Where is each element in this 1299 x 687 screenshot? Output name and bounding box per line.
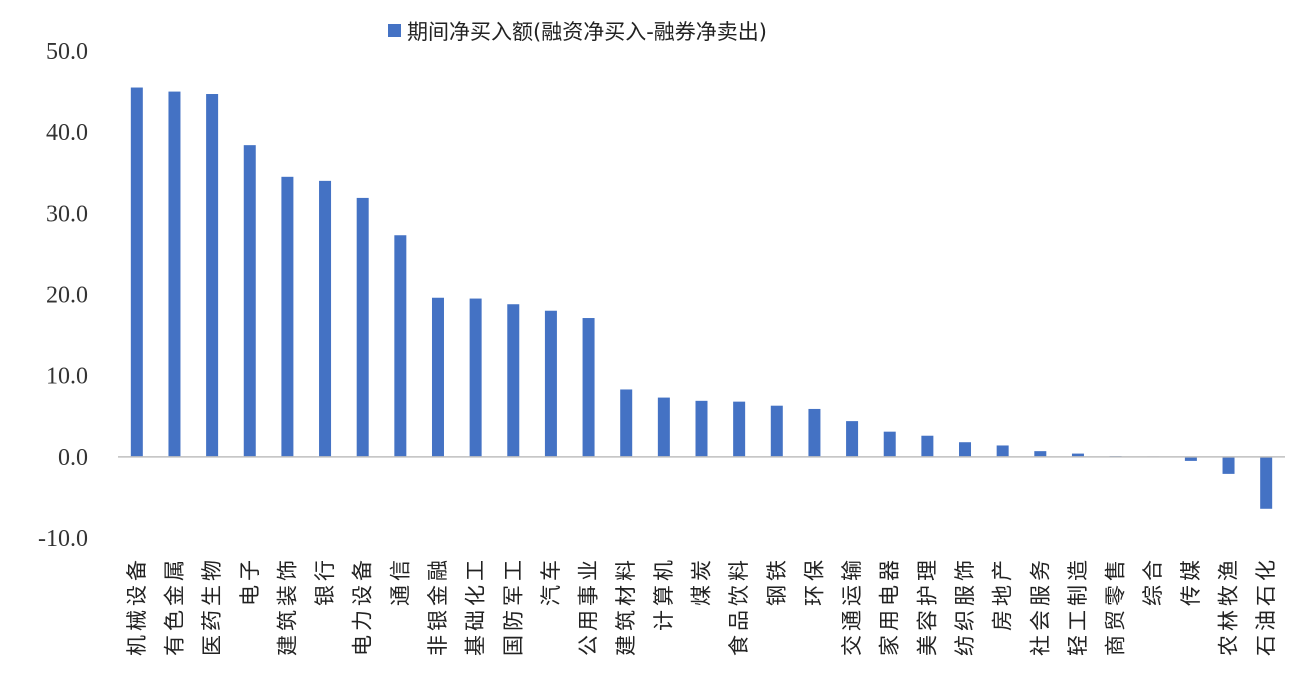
x-tick-label: 交通运输 bbox=[840, 556, 864, 656]
x-tick-label: 电力设备 bbox=[351, 556, 375, 656]
x-tick-label: 农林牧渔 bbox=[1217, 556, 1241, 656]
bars bbox=[130, 87, 1273, 509]
bar bbox=[996, 445, 1009, 457]
x-tick-label: 传媒 bbox=[1179, 556, 1203, 606]
legend-label: 期间净买入额(融资净买入-融券净卖出) bbox=[407, 20, 767, 44]
y-tick-label: -10.0 bbox=[38, 526, 88, 552]
x-tick-label: 美容护理 bbox=[915, 556, 939, 656]
y-tick-label: 50.0 bbox=[46, 39, 88, 65]
x-tick-label: 建筑材料 bbox=[614, 556, 638, 656]
bar bbox=[130, 87, 143, 457]
bar bbox=[243, 145, 256, 457]
x-tick-label: 房地产 bbox=[991, 556, 1015, 631]
bar bbox=[1184, 456, 1197, 461]
y-axis: 50.0 40.0 30.0 20.0 10.0 0.0 -10.0 bbox=[38, 39, 88, 552]
bar bbox=[846, 421, 859, 457]
bar bbox=[733, 401, 746, 457]
x-tick-label: 纺织服饰 bbox=[953, 556, 977, 656]
bar bbox=[394, 235, 407, 457]
x-tick-label: 石油石化 bbox=[1254, 556, 1278, 656]
x-tick-label: 环保 bbox=[802, 556, 826, 606]
bar bbox=[620, 389, 633, 457]
bar bbox=[695, 400, 708, 457]
x-tick-label: 轻工制造 bbox=[1066, 556, 1090, 656]
bar bbox=[356, 197, 369, 457]
x-tick-label: 社会服务 bbox=[1028, 556, 1052, 656]
bar bbox=[1034, 451, 1047, 457]
bar bbox=[281, 176, 294, 457]
x-tick-label: 食品饮料 bbox=[727, 556, 751, 656]
legend: 期间净买入额(融资净买入-融券净卖出) bbox=[388, 20, 767, 44]
x-tick-label: 商贸零售 bbox=[1104, 556, 1128, 656]
x-tick-label: 银行 bbox=[313, 556, 337, 606]
bar bbox=[1222, 456, 1235, 474]
bar bbox=[319, 180, 332, 457]
x-tick-label: 建筑装饰 bbox=[275, 556, 299, 656]
x-tick-label: 国防军工 bbox=[501, 556, 525, 656]
x-tick-label: 机械设备 bbox=[125, 556, 149, 656]
bar bbox=[431, 297, 444, 457]
bar bbox=[883, 431, 896, 457]
bar bbox=[1260, 456, 1273, 509]
x-tick-label: 煤炭 bbox=[690, 556, 714, 606]
x-tick-label: 家用电器 bbox=[878, 556, 902, 656]
x-tick-label: 综合 bbox=[1141, 556, 1165, 606]
bar bbox=[582, 318, 595, 457]
x-tick-label: 钢铁 bbox=[765, 556, 789, 606]
x-tick-label: 公用事业 bbox=[577, 556, 601, 656]
y-tick-label: 0.0 bbox=[58, 445, 88, 471]
y-tick-label: 10.0 bbox=[46, 364, 88, 390]
bar bbox=[206, 94, 219, 457]
x-tick-label: 有色金属 bbox=[162, 556, 186, 656]
x-tick-label: 医药生物 bbox=[200, 556, 224, 656]
bar bbox=[168, 91, 181, 457]
y-tick-label: 20.0 bbox=[46, 283, 88, 309]
bar bbox=[770, 405, 783, 457]
x-tick-label: 汽车 bbox=[539, 556, 563, 606]
bar bbox=[544, 310, 557, 457]
bar bbox=[959, 442, 972, 457]
x-tick-label: 电子 bbox=[238, 556, 262, 606]
x-tick-label: 通信 bbox=[388, 556, 412, 606]
bar bbox=[808, 408, 821, 457]
x-axis-labels: 机械设备 有色金属 医药生物 电子 建筑装饰 银行 电力设备 通信 非银金融 基础化工 国防军工 汽车… bbox=[125, 556, 1278, 656]
y-tick-label: 30.0 bbox=[46, 201, 88, 227]
x-tick-label: 计算机 bbox=[652, 556, 676, 631]
x-tick-label: 基础化工 bbox=[464, 556, 488, 656]
y-tick-label: 40.0 bbox=[46, 120, 88, 146]
bar bbox=[1071, 453, 1084, 457]
bar bbox=[657, 397, 670, 457]
bar bbox=[921, 435, 934, 457]
legend-swatch bbox=[388, 24, 401, 37]
bar bbox=[507, 304, 520, 457]
bar bbox=[469, 298, 482, 457]
x-tick-label: 非银金融 bbox=[426, 556, 450, 656]
